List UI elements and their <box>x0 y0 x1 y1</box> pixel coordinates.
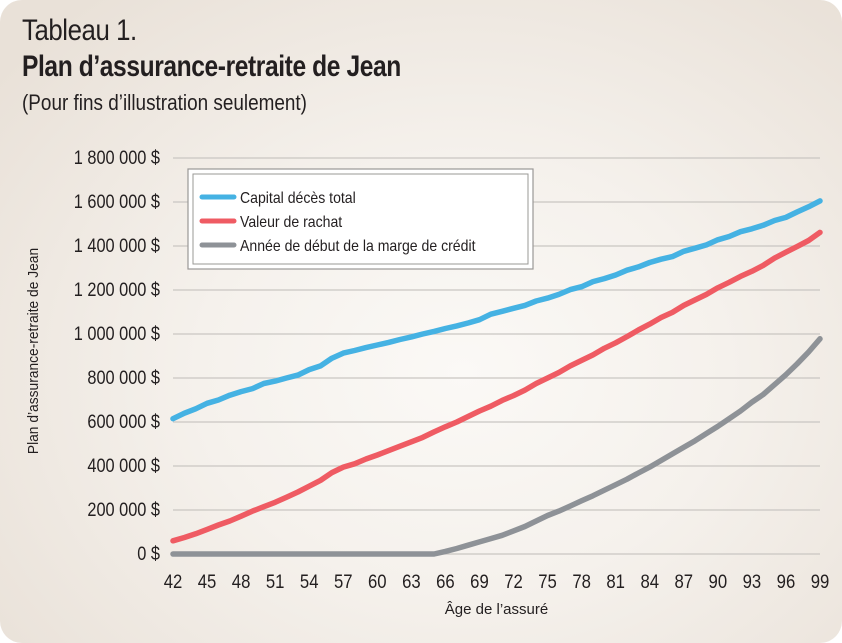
x-tick-label: 66 <box>436 571 455 592</box>
x-tick-label: 78 <box>572 571 591 592</box>
y-axis-ticks: 0 $ 200 000 $ 400 000 $ 600 000 $ 800 000 $ 1… <box>74 147 160 564</box>
y-tick-label: 200 000 $ <box>87 499 160 520</box>
x-tick-label: 63 <box>402 571 421 592</box>
y-tick-label: 800 000 $ <box>87 367 160 388</box>
y-tick-label: 1 000 000 $ <box>74 323 160 344</box>
x-tick-label: 99 <box>811 571 830 592</box>
x-axis-ticks: 42 45 48 51 54 57 60 63 66 69 72 75 78 81 84 87 90 93 96 99 <box>164 571 830 592</box>
legend-label-1: Capital décès total <box>240 189 356 207</box>
x-tick-label: 96 <box>777 571 796 592</box>
y-axis-label: Plan d’assurance-retraite de Jean <box>26 248 43 454</box>
legend-box <box>187 168 534 270</box>
y-tick-label: 600 000 $ <box>87 411 160 432</box>
x-tick-label: 75 <box>538 571 557 592</box>
x-tick-label: 69 <box>470 571 489 592</box>
y-tick-label: 1 200 000 $ <box>74 279 160 300</box>
x-tick-label: 51 <box>266 571 285 592</box>
series-line-1 <box>170 198 823 422</box>
x-tick-label: 60 <box>368 571 387 592</box>
legend-box-inner <box>192 173 529 265</box>
x-tick-label: 81 <box>606 571 625 592</box>
y-tick-label: 1 400 000 $ <box>74 235 160 256</box>
x-tick-label: 45 <box>198 571 217 592</box>
chart-title-line-2: Plan d’assurance-retraite de Jean <box>22 50 401 83</box>
x-axis-label: Âge de l’assuré <box>445 601 548 618</box>
y-tick-label: 0 $ <box>137 543 160 564</box>
x-tick-label: 84 <box>640 571 659 592</box>
x-tick-label: 90 <box>709 571 728 592</box>
x-tick-label: 93 <box>743 571 762 592</box>
legend-label-2: Valeur de rachat <box>240 213 343 231</box>
x-tick-label: 87 <box>674 571 693 592</box>
series-line-2 <box>170 229 823 544</box>
series-line-3 <box>170 336 823 557</box>
y-tick-label: 1 800 000 $ <box>74 147 160 168</box>
x-tick-label: 72 <box>504 571 523 592</box>
x-tick-label: 42 <box>164 571 183 592</box>
legend-label-3: Année de début de la marge de crédit <box>240 237 476 255</box>
chart-title-line-1: Tableau 1. <box>22 14 137 47</box>
chart-subtitle: (Pour fins d’illustration seulement) <box>22 90 307 115</box>
series-lines <box>170 198 823 557</box>
y-tick-label: 400 000 $ <box>87 455 160 476</box>
x-tick-label: 48 <box>232 571 251 592</box>
legend: Capital décès total Valeur de rachat Année… <box>187 168 534 270</box>
x-tick-label: 54 <box>300 571 319 592</box>
y-tick-label: 1 600 000 $ <box>74 191 160 212</box>
x-tick-label: 57 <box>334 571 353 592</box>
